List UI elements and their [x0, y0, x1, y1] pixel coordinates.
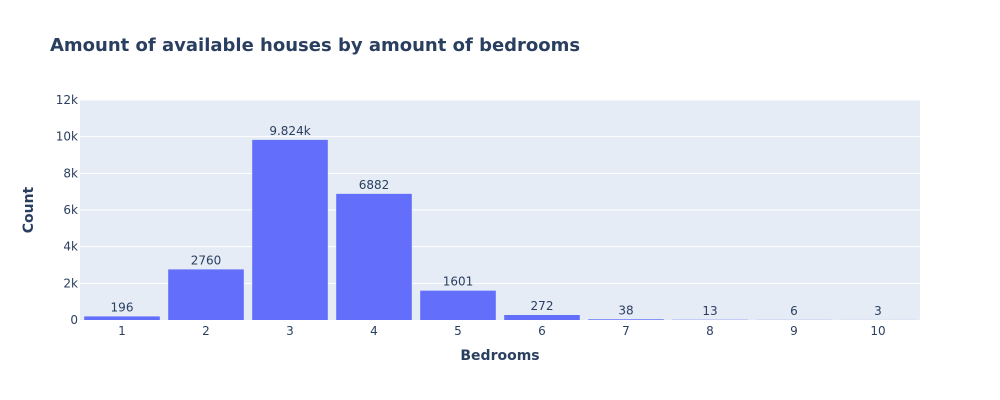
y-tick-label: 8k: [63, 166, 78, 180]
bar-value-label: 6: [790, 304, 798, 318]
bar-labels: 196 2760 9.824k 6882 1601 272 38 13 6 3: [111, 124, 882, 318]
x-tick-label: 9: [790, 324, 798, 338]
y-tick-label: 2k: [63, 276, 78, 290]
x-axis-ticks: 1 2 3 4 5 6 7 8 9 10: [118, 324, 885, 338]
bar-value-label: 196: [111, 300, 134, 314]
y-axis-ticks: 0 2k 4k 6k 8k 10k 12k: [56, 93, 78, 327]
y-tick-label: 6k: [63, 203, 78, 217]
bar: [252, 139, 328, 320]
x-tick-label: 5: [454, 324, 462, 338]
bar-value-label: 3: [874, 304, 882, 318]
x-axis-title: Bedrooms: [460, 348, 539, 364]
x-tick-label: 3: [286, 324, 294, 338]
x-tick-label: 8: [706, 324, 714, 338]
x-tick-label: 4: [370, 324, 378, 338]
y-tick-label: 0: [70, 313, 78, 327]
bar: [168, 269, 244, 320]
chart-title: Amount of available houses by amount of …: [50, 35, 580, 56]
x-tick-label: 1: [118, 324, 126, 338]
bar: [336, 193, 412, 320]
y-axis-title: Count: [21, 186, 37, 233]
y-tick-label: 4k: [63, 240, 78, 254]
x-tick-label: 10: [870, 324, 885, 338]
bar-value-label: 6882: [359, 178, 390, 192]
bar-value-label: 272: [531, 299, 554, 313]
bar: [504, 315, 580, 320]
bar-value-label: 38: [618, 303, 633, 317]
x-tick-label: 7: [622, 324, 630, 338]
bar-value-label: 9.824k: [269, 124, 310, 138]
y-tick-label: 10k: [56, 130, 78, 144]
bar-value-label: 2760: [191, 253, 222, 267]
bar-value-label: 13: [702, 304, 717, 318]
bar: [420, 290, 496, 320]
x-tick-label: 6: [538, 324, 546, 338]
bars: [84, 139, 916, 320]
x-tick-label: 2: [202, 324, 210, 338]
y-tick-label: 12k: [56, 93, 78, 107]
bar-value-label: 1601: [443, 275, 474, 289]
bar: [588, 319, 664, 320]
bar: [84, 316, 160, 320]
